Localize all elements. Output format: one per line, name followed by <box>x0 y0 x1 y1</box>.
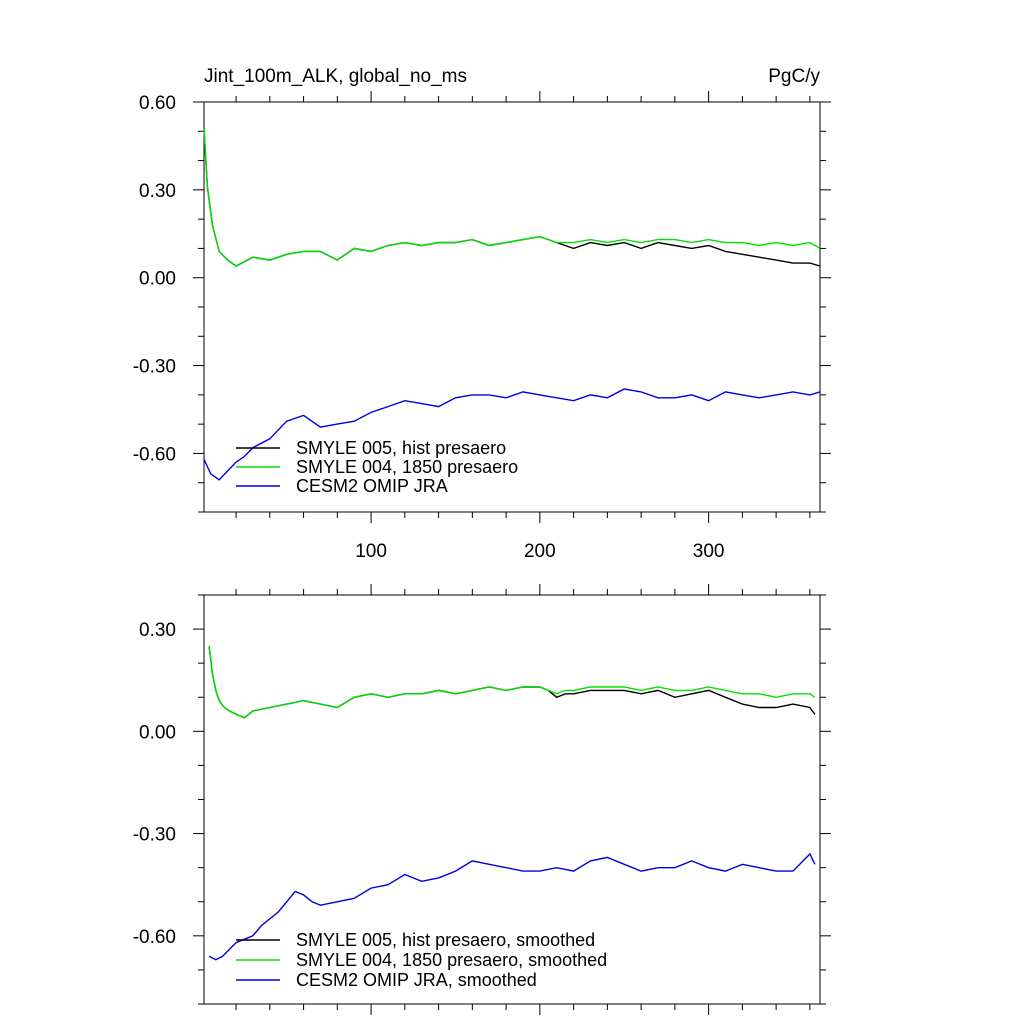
y-tick-label: 0.30 <box>139 620 176 641</box>
x-tick-label: 100 <box>355 541 387 562</box>
y-tick-label: 0.30 <box>139 181 176 202</box>
legend-label-2: SMYLE 004, 1850 presaero <box>296 457 518 477</box>
bottom-panel: 0.30 0.00 -0.30 -0.60 SMYLE 005, hist presae… <box>133 584 831 1015</box>
y-tick-label: -0.30 <box>133 825 176 846</box>
legend-label-3: CESM2 OMIP JRA, smoothed <box>296 970 537 990</box>
series-line-3 <box>208 852 816 961</box>
y-tick-label: 0.00 <box>139 722 176 743</box>
series-line-2 <box>208 646 816 719</box>
x-tick-label: 200 <box>524 541 556 562</box>
y-tick-label: -0.60 <box>133 927 176 948</box>
top-panel: Jint_100m_ALK, global_no_ms PgC/y 0.60 0.… <box>133 66 831 562</box>
y-tick-label: 0.60 <box>139 93 176 114</box>
units-label: PgC/y <box>768 66 820 87</box>
y-tick-label: -0.60 <box>133 444 176 465</box>
legend-label-1: SMYLE 005, hist presaero, smoothed <box>296 930 595 950</box>
legend-label-3: CESM2 OMIP JRA <box>296 476 448 496</box>
series-line-1 <box>203 128 821 267</box>
y-tick-label: -0.30 <box>133 357 176 378</box>
series-line-2 <box>203 128 821 267</box>
series-line-1 <box>208 646 816 719</box>
chart-title: Jint_100m_ALK, global_no_ms <box>204 66 467 87</box>
y-tick-label: 0.00 <box>139 269 176 290</box>
legend-label-1: SMYLE 005, hist presaero <box>296 438 506 458</box>
series-line-3 <box>203 388 821 481</box>
x-tick-label: 300 <box>693 541 725 562</box>
legend-label-2: SMYLE 004, 1850 presaero, smoothed <box>296 950 607 970</box>
